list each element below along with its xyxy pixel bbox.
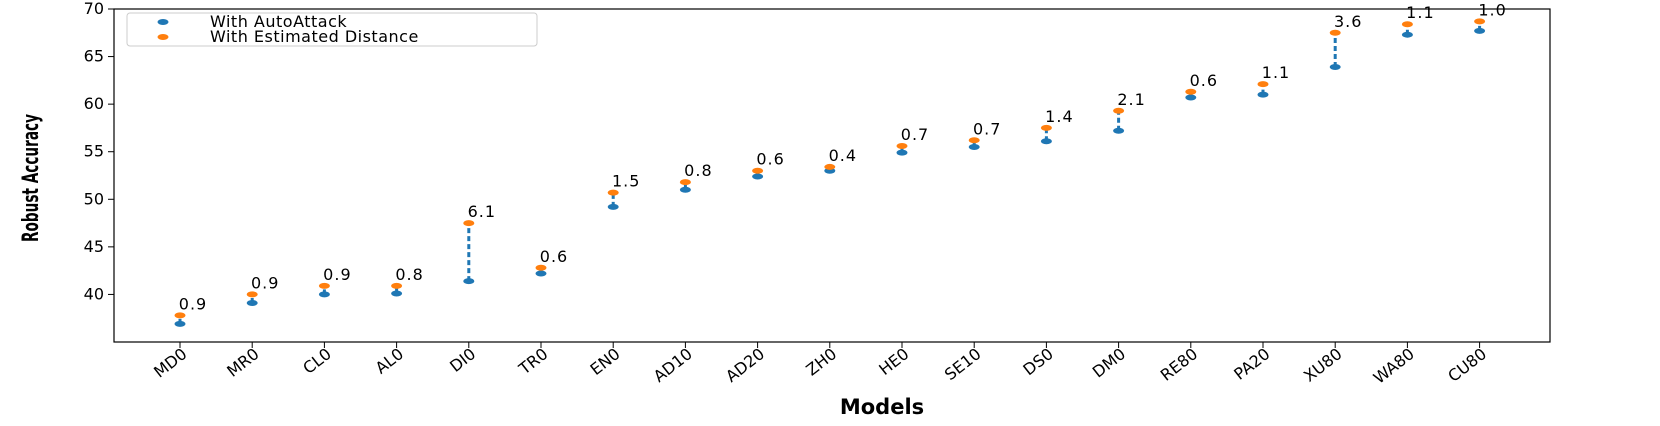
autoattack-point xyxy=(246,299,258,306)
estimated-distance-point xyxy=(174,312,186,319)
autoattack-point xyxy=(1113,127,1125,134)
legend-marker xyxy=(157,19,169,25)
legend-marker xyxy=(157,34,169,40)
gap-annotation: 0.9 xyxy=(323,265,351,284)
estimated-distance-point xyxy=(1474,18,1486,25)
gap-annotation: 1.5 xyxy=(612,172,640,191)
x-axis-title: Models xyxy=(840,395,924,419)
autoattack-point xyxy=(463,278,475,285)
autoattack-point xyxy=(391,290,403,297)
estimated-distance-point xyxy=(1401,21,1413,28)
x-tick-label: AD10 xyxy=(650,344,696,386)
estimated-distance-point xyxy=(896,143,908,150)
estimated-distance-point xyxy=(246,291,258,298)
chart-marks: 0.9 0.9 0.9 0.8 6.1 0.6 1.5 0.8 0.6 0.4 0.7 0.7 1.4 2… xyxy=(174,0,1506,327)
autoattack-point xyxy=(174,320,186,327)
autoattack-point xyxy=(968,143,980,150)
autoattack-point xyxy=(318,291,330,298)
y-axis-title: Robust Accuracy xyxy=(19,114,44,242)
x-tick-label: AD20 xyxy=(722,344,768,386)
estimated-distance-point xyxy=(1329,29,1341,36)
x-tick-label: ZH0 xyxy=(802,344,840,379)
autoattack-point xyxy=(607,203,619,210)
gap-annotation: 0.7 xyxy=(901,125,929,144)
gap-annotation: 0.6 xyxy=(1190,71,1218,90)
x-tick-label: DI0 xyxy=(446,344,479,376)
x-tick-label: HE0 xyxy=(875,344,912,379)
gap-annotation: 1.0 xyxy=(1478,0,1506,19)
gap-annotation: 1.1 xyxy=(1262,63,1290,82)
autoattack-point xyxy=(1329,64,1341,71)
plot-frame xyxy=(113,8,1551,343)
autoattack-point xyxy=(1257,91,1269,98)
estimated-distance-point xyxy=(1113,107,1125,114)
x-tick-label: WA80 xyxy=(1370,344,1418,387)
estimated-distance-point xyxy=(318,282,330,289)
x-tick-label: SE10 xyxy=(941,344,985,384)
x-tick-label: RE80 xyxy=(1157,344,1201,385)
x-tick-label: DS0 xyxy=(1019,344,1056,379)
estimated-distance-point xyxy=(391,282,403,289)
autoattack-point xyxy=(1401,31,1413,38)
gap-annotation: 0.9 xyxy=(179,294,207,313)
x-tick-label: MD0 xyxy=(150,344,190,381)
estimated-distance-point xyxy=(1185,88,1197,95)
x-tick-label: PA20 xyxy=(1230,344,1273,384)
estimated-distance-point xyxy=(535,264,547,271)
estimated-distance-point xyxy=(752,167,764,174)
y-tick-label: 45 xyxy=(84,237,104,256)
legend-label: With Estimated Distance xyxy=(210,27,419,46)
estimated-distance-point xyxy=(1257,81,1269,88)
x-tick-label: XU80 xyxy=(1300,344,1346,385)
gap-annotation: 3.6 xyxy=(1334,12,1362,31)
y-tick-label: 65 xyxy=(84,47,104,66)
y-tick-label: 55 xyxy=(84,142,104,161)
gap-annotation: 0.8 xyxy=(395,265,423,284)
gap-annotation: 0.6 xyxy=(756,150,784,169)
y-tick-label: 50 xyxy=(84,189,104,208)
y-tick-label: 60 xyxy=(84,94,104,113)
x-tick-label: EN0 xyxy=(587,344,624,379)
x-tick-label: CL0 xyxy=(299,344,335,378)
gap-annotation: 2.1 xyxy=(1117,90,1145,109)
legend-box xyxy=(126,12,538,47)
x-tick-label: MR0 xyxy=(223,344,262,381)
gap-annotation: 1.4 xyxy=(1045,107,1073,126)
legend-label: With AutoAttack xyxy=(210,12,347,31)
autoattack-point xyxy=(1040,138,1052,145)
x-tick-label: DM0 xyxy=(1089,344,1129,381)
autoattack-point xyxy=(896,149,908,156)
y-tick-label: 40 xyxy=(84,284,104,303)
estimated-distance-point xyxy=(463,220,475,227)
y-tick-label: 70 xyxy=(84,0,104,18)
gap-annotation: 0.6 xyxy=(540,247,568,266)
autoattack-point xyxy=(1185,94,1197,101)
autoattack-point xyxy=(752,173,764,180)
x-tick-label: AL0 xyxy=(372,344,407,377)
autoattack-point xyxy=(679,186,691,193)
estimated-distance-point xyxy=(968,137,980,144)
gap-annotation: 0.9 xyxy=(251,273,279,292)
gap-annotation: 0.7 xyxy=(973,119,1001,138)
x-axis: MD0 MR0 CL0 AL0 DI0 TR0 EN0 AD10 AD20 ZH0 HE0 SE10 D… xyxy=(150,342,1490,388)
gap-annotation: 0.8 xyxy=(684,161,712,180)
gap-annotation: 1.1 xyxy=(1406,3,1434,22)
estimated-distance-point xyxy=(679,179,691,186)
y-axis: 40 45 50 55 60 65 70 xyxy=(84,0,114,303)
autoattack-point xyxy=(535,270,547,277)
x-tick-label: CU80 xyxy=(1444,344,1490,386)
gap-annotation: 0.4 xyxy=(829,146,857,165)
estimated-distance-point xyxy=(1040,124,1052,131)
estimated-distance-point xyxy=(607,189,619,196)
gap-annotation: 6.1 xyxy=(468,202,496,221)
autoattack-point xyxy=(1474,27,1486,34)
estimated-distance-point xyxy=(824,163,836,170)
x-tick-label: TR0 xyxy=(514,344,551,379)
